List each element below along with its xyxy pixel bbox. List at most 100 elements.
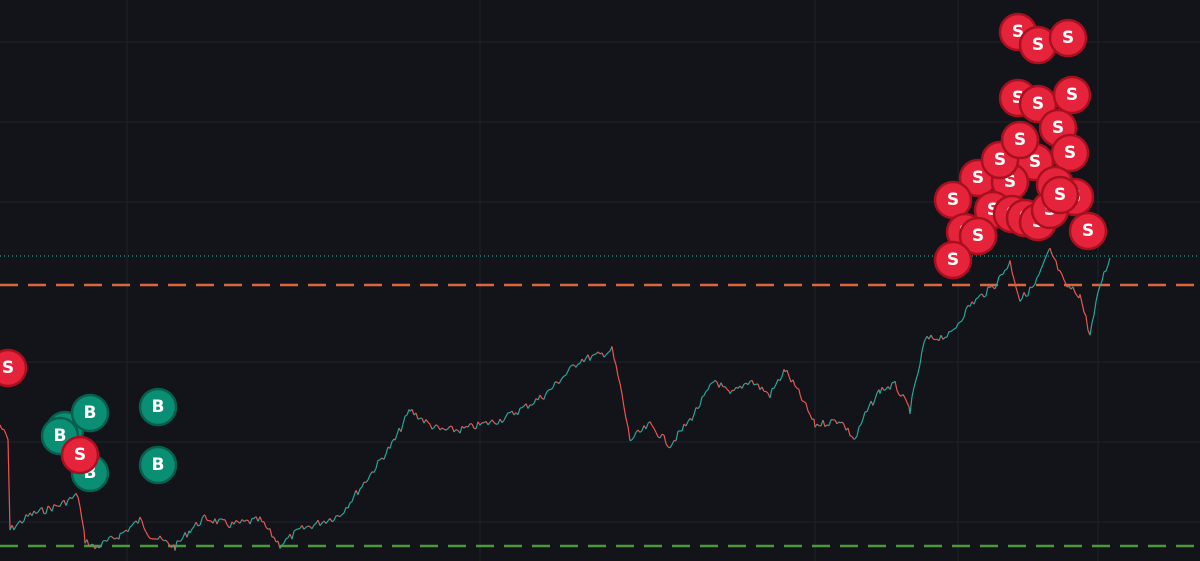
- sell-marker-label: S: [1032, 35, 1044, 55]
- price-segment: [1021, 292, 1025, 299]
- price-segment: [809, 414, 813, 420]
- price-segment: [437, 426, 441, 431]
- price-segment: [527, 404, 531, 409]
- price-segment: [862, 411, 866, 420]
- price-segment: [866, 406, 870, 413]
- price-segment: [9, 524, 13, 531]
- price-segment: [137, 516, 141, 524]
- price-segment: [991, 285, 995, 289]
- price-segment: [981, 293, 985, 298]
- sell-marker-label: S: [1082, 221, 1094, 241]
- price-segment: [631, 436, 635, 441]
- price-segment: [31, 510, 35, 516]
- price-segment: [165, 540, 169, 544]
- price-segment: [301, 525, 305, 530]
- price-segment: [65, 499, 69, 506]
- price-segment: [241, 519, 245, 522]
- price-segment: [1061, 274, 1065, 281]
- price-segment: [693, 407, 697, 415]
- price-segment: [707, 384, 711, 391]
- price-segment: [41, 507, 45, 515]
- price-segment: [23, 514, 27, 521]
- price-segment: [932, 338, 936, 341]
- price-segment: [1053, 257, 1057, 262]
- price-segment: [906, 402, 910, 407]
- price-segment: [47, 505, 51, 509]
- price-segment: [511, 410, 515, 416]
- price-segment: [720, 382, 724, 388]
- price-segment: [445, 428, 449, 431]
- price-segment: [769, 388, 773, 399]
- sell-marker-label: S: [1029, 152, 1041, 172]
- price-segment: [127, 526, 131, 532]
- price-segment: [1044, 253, 1048, 260]
- price-segment: [199, 518, 203, 526]
- price-segment: [531, 402, 535, 406]
- price-segment: [826, 424, 830, 427]
- price-segment: [204, 515, 208, 521]
- price-segment: [904, 397, 908, 403]
- price-segment: [176, 540, 180, 542]
- price-segment: [475, 421, 479, 429]
- price-segment: [427, 421, 431, 425]
- price-segment: [583, 357, 587, 363]
- price-segment: [373, 468, 377, 473]
- price-segment: [83, 530, 86, 544]
- price-segment: [834, 419, 838, 425]
- price-segment: [969, 301, 973, 307]
- price-segment: [503, 416, 507, 421]
- price-segment: [765, 390, 769, 394]
- price-segment: [291, 531, 295, 540]
- price-segment: [100, 540, 104, 547]
- price-segment: [431, 427, 435, 430]
- price-segment: [611, 346, 615, 359]
- price-segment: [112, 537, 116, 540]
- price-segment: [98, 545, 102, 549]
- price-segment: [311, 524, 315, 530]
- price-segment: [860, 418, 864, 425]
- price-segment: [661, 433, 665, 436]
- price-segment: [329, 518, 333, 523]
- price-segment: [816, 423, 820, 427]
- price-segment: [613, 358, 617, 365]
- sell-marker: S: [1040, 175, 1080, 215]
- price-segment: [1019, 298, 1023, 302]
- price-segment: [383, 453, 387, 460]
- price-segment: [805, 403, 809, 412]
- price-segment: [751, 380, 755, 386]
- price-segment: [67, 496, 71, 501]
- price-segment: [75, 493, 79, 498]
- price-segment: [822, 419, 826, 427]
- price-segment: [729, 390, 733, 394]
- buy-marker-circle: [138, 445, 178, 485]
- sell-marker-label: S: [2, 358, 14, 378]
- price-segment: [37, 508, 41, 513]
- price-segment: [921, 342, 925, 352]
- price-segment: [174, 540, 178, 551]
- price-segment: [953, 327, 957, 330]
- price-segment: [957, 321, 961, 325]
- price-segment: [940, 334, 944, 340]
- price-segment: [619, 383, 623, 395]
- price-segment: [579, 358, 583, 364]
- price-segment: [569, 364, 573, 368]
- buy-marker-label: B: [152, 455, 165, 475]
- price-segment: [1036, 274, 1040, 278]
- price-segment: [814, 423, 818, 428]
- price-segment: [938, 335, 942, 341]
- sell-marker: S: [958, 216, 998, 256]
- buy-marker-label: B: [152, 397, 165, 417]
- price-segment: [813, 419, 816, 428]
- price-segment: [550, 387, 554, 390]
- price-segment: [497, 418, 501, 425]
- price-segment: [7, 439, 11, 531]
- price-segment: [741, 383, 745, 389]
- price-segment: [851, 436, 855, 440]
- price-segment: [839, 421, 843, 424]
- price-segment: [1095, 291, 1099, 302]
- price-segment: [665, 443, 669, 448]
- price-segment: [537, 394, 541, 401]
- price-segment: [96, 545, 100, 549]
- price-segment: [697, 405, 701, 409]
- sell-marker-label: S: [947, 190, 959, 210]
